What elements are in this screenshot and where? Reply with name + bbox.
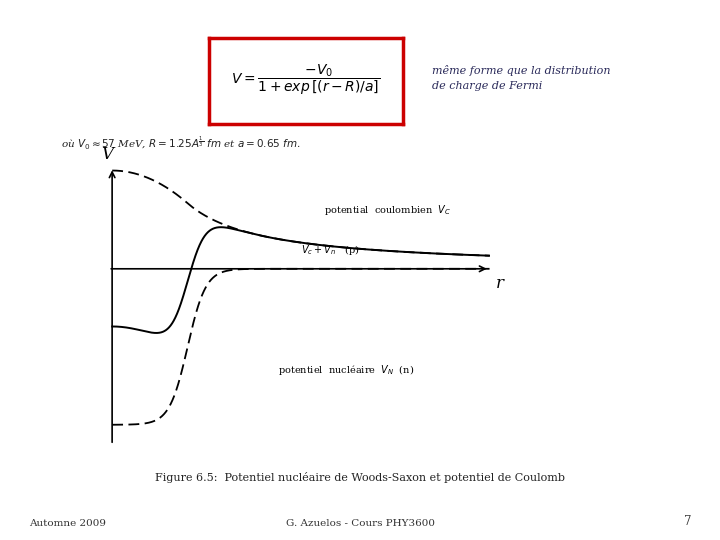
Text: potential  coulombien  $V_C$: potential coulombien $V_C$ xyxy=(323,202,451,217)
Text: où $V_0 \approx 57$ MeV, $R = 1.25A^{\frac{1}{3}}$ $fm$ et $a = 0.65$ $fm$.: où $V_0 \approx 57$ MeV, $R = 1.25A^{\fr… xyxy=(61,134,301,152)
Text: même forme que la distribution
de charge de Fermi: même forme que la distribution de charge… xyxy=(432,65,611,91)
Text: 7: 7 xyxy=(684,515,691,528)
Text: G. Azuelos - Cours PHY3600: G. Azuelos - Cours PHY3600 xyxy=(286,519,434,528)
Text: Figure 6.5:  Potentiel nucléaire de Woods-Saxon et potentiel de Coulomb: Figure 6.5: Potentiel nucléaire de Woods… xyxy=(155,472,565,483)
Text: $V_c + V_n$   (p): $V_c + V_n$ (p) xyxy=(301,243,359,257)
Text: r: r xyxy=(495,275,503,292)
Text: V: V xyxy=(101,146,113,163)
Text: Automne 2009: Automne 2009 xyxy=(29,519,106,528)
Text: $V = \dfrac{-V_0}{1 + exp\,[(r - R)/a]}$: $V = \dfrac{-V_0}{1 + exp\,[(r - R)/a]}$ xyxy=(231,62,381,97)
Text: potentiel  nucléaire  $V_N$  (n): potentiel nucléaire $V_N$ (n) xyxy=(278,363,415,377)
